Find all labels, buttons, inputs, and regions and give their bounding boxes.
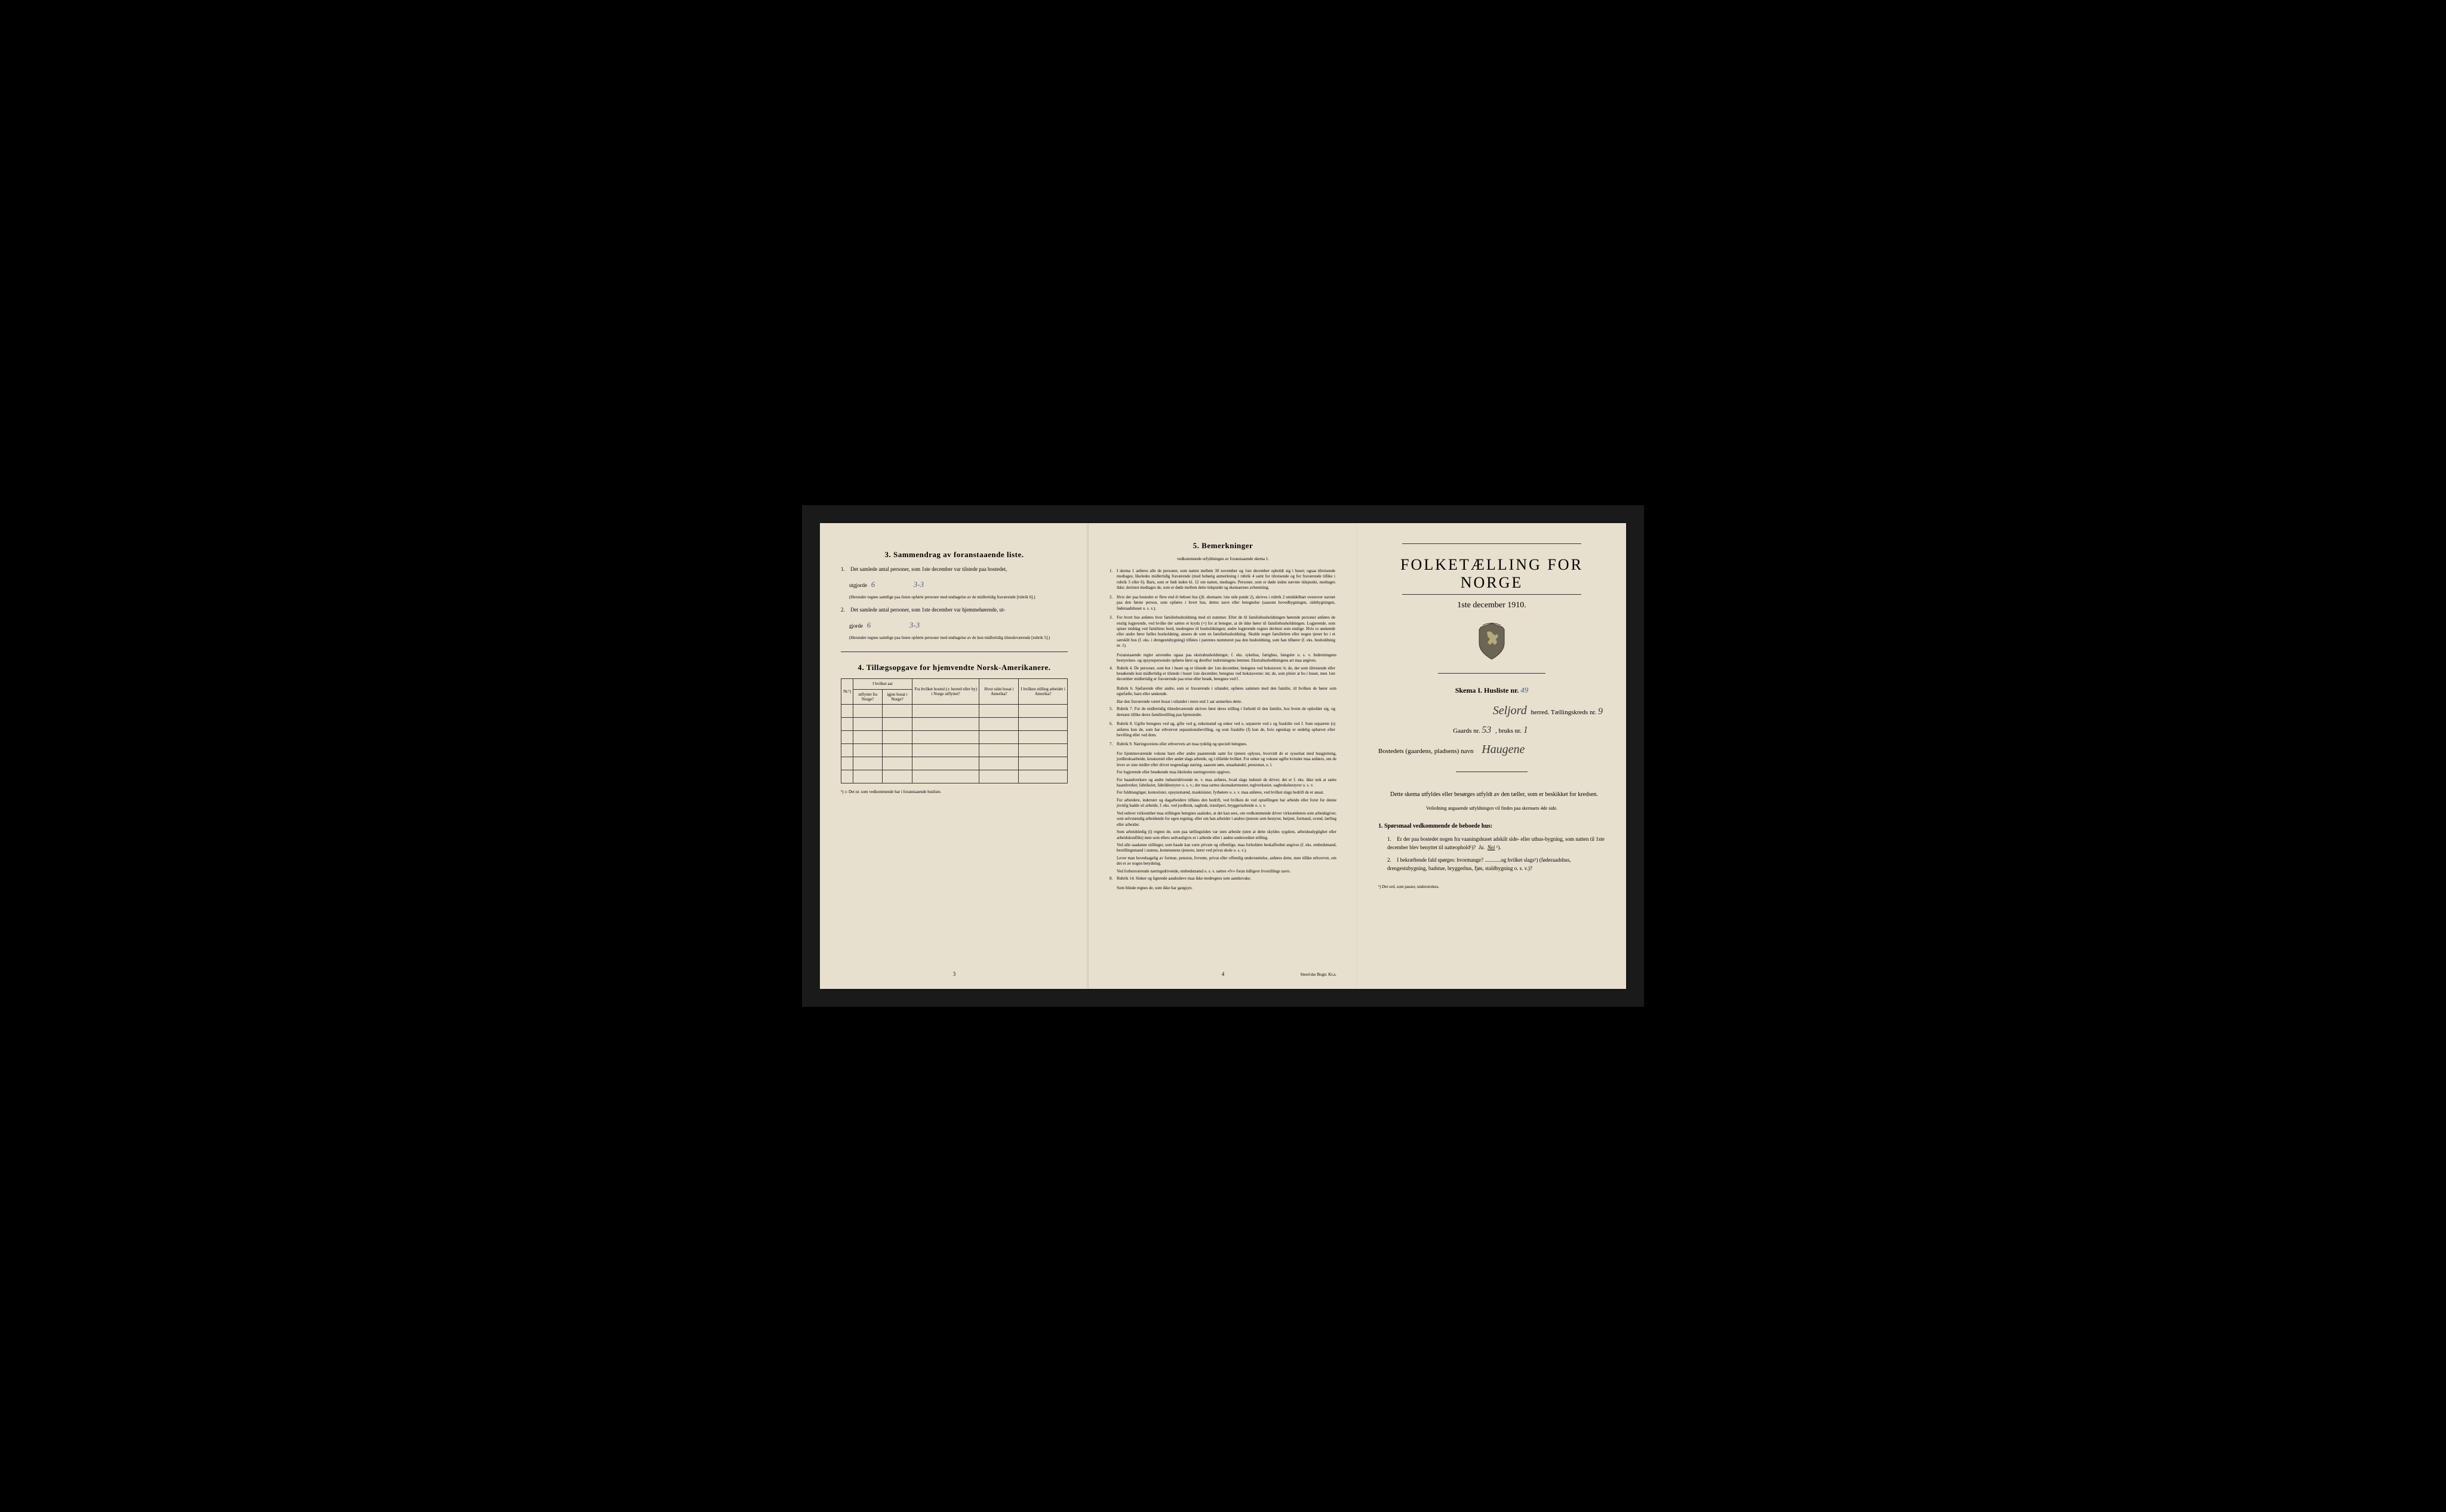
remark-sub: Ved forhenværende næringsdrivende, embed… (1117, 869, 1336, 874)
page-4: 5. Bemerkninger vedkommende utfyldningen… (1089, 523, 1357, 989)
item-1: 1. Det samlede antal personer, som 1ste … (841, 566, 1068, 574)
coat-of-arms-icon (1378, 622, 1605, 664)
th-igjen: igjen bosat i Norge? (883, 689, 912, 705)
remark-sub: Lever man hovedsagelig av formue, pensio… (1117, 856, 1336, 867)
instruction-text: Dette skema utfyldes eller besørges utfy… (1378, 790, 1605, 800)
question-2: 2. I bekræftende fald spørges: hvormange… (1387, 856, 1605, 872)
herred-name: Seljord (1493, 704, 1527, 717)
section-4-title: 4. Tillægsopgave for hjemvendte Norsk-Am… (841, 663, 1068, 672)
th-bosted: Fra hvilket bosted (ɔ: herred eller by) … (912, 679, 979, 705)
item-2: 2. Det samlede antal personer, som 1ste … (841, 606, 1068, 614)
section-3-title: 3. Sammendrag av foranstaaende liste. (841, 550, 1068, 560)
census-date: 1ste december 1910. (1378, 601, 1605, 610)
printer-mark: Steen'ske Bogtr. Kr.a. (1300, 972, 1336, 977)
bosted-line: Bostedets (gaardens, pladsens) navn Haug… (1378, 743, 1605, 757)
remark-sub: Foranstaaende regler anvendes ogsaa paa … (1117, 653, 1336, 664)
remark-sub: For fuldmægtiger, kontorister, opsynsmæn… (1117, 790, 1336, 795)
remark-item: 1.I skema 1 anføres alle de personer, so… (1110, 568, 1336, 591)
remark-sub: For haandverkere og andre industridriven… (1117, 777, 1336, 789)
section-5-subtitle: vedkommende utfyldningen av foranstaaend… (1110, 557, 1336, 561)
remark-sub: Har den fraværende været bosat i utlande… (1117, 699, 1336, 705)
remark-item: 3.For hvert hus anføres hver familiehush… (1110, 615, 1336, 649)
skema-line: Skema I. Husliste nr. 49 (1378, 686, 1605, 695)
footnote: ¹) Det ord, som passer, understrekes. (1378, 884, 1605, 889)
rule (1402, 594, 1581, 595)
table-row (841, 757, 1068, 770)
remark-item: 8.Rubrik 14. Sinker og lignende aandsslø… (1110, 876, 1336, 881)
amerikanere-table: Nr.¹) I hvilket aar Fra hvilket bosted (… (841, 678, 1068, 783)
item-2-note: (Herunder regnes samtlige paa listen opf… (849, 635, 1068, 641)
table-footnote: ¹) ɔ: Det nr. som vedkommende har i fora… (841, 789, 1068, 794)
th-aar: I hvilket aar (853, 679, 912, 689)
gaards-line: Gaards nr. 53 , bruks nr. 1 (1378, 725, 1605, 736)
remark-sub: For arbeidere, inderster og dagarbeidere… (1117, 798, 1336, 809)
remark-item: 6.Rubrik 8. Ugifte betegnes ved ug, gift… (1110, 721, 1336, 738)
page-number: 3 (953, 971, 956, 977)
table-row (841, 770, 1068, 783)
bruks-nr: 1 (1523, 725, 1528, 735)
value-tilstede-2: 3-3 (914, 580, 924, 589)
page-title: FOLKETÆLLING FOR NORGE 1ste december 191… (1357, 523, 1626, 989)
divider (841, 651, 1068, 652)
remark-sub: For logjerende eller besøkende maa likel… (1117, 770, 1336, 775)
item-1-line2: utgjorde 6 3-3 (849, 579, 1068, 591)
item-1-text: Det samlede antal personer, som 1ste dec… (850, 566, 1007, 572)
remark-sub: Rubrik 6. Sjøfarende eller andre, som er… (1117, 686, 1336, 697)
remark-sub: Som blinde regnes de, som ikke har gangs… (1117, 886, 1336, 891)
herred-line: Seljord herred. Tællingskreds nr. 9 (1378, 704, 1605, 718)
table-row (841, 731, 1068, 744)
th-utflyttet: utflyttet fra Norge? (853, 689, 883, 705)
item-2-text: Det samlede antal personer, som 1ste dec… (850, 607, 1005, 613)
kreds-nr: 9 (1598, 706, 1603, 717)
remark-sub: Ved enhver virksomhet maa stillingen bet… (1117, 811, 1336, 828)
table-row (841, 718, 1068, 731)
table-row (841, 744, 1068, 757)
husliste-nr: 49 (1520, 686, 1528, 694)
bosted-name: Haugene (1482, 743, 1525, 756)
item-1-note: (Herunder regnes samtlige paa listen opf… (849, 595, 1068, 600)
th-nr: Nr.¹) (841, 679, 853, 705)
instruction-sub: Veiledning angaaende utfyldningen vil fi… (1378, 806, 1605, 811)
document-spread: 3. Sammendrag av foranstaaende liste. 1.… (802, 505, 1644, 1007)
item-num: 1. (841, 566, 849, 574)
remark-sub: Som arbeidsledig (l) regnes de, som paa … (1117, 829, 1336, 841)
item-num: 2. (841, 606, 849, 614)
remarks-list: 1.I skema 1 anføres alle de personer, so… (1110, 568, 1336, 891)
table-row (841, 705, 1068, 718)
page-3: 3. Sammendrag av foranstaaende liste. 1.… (820, 523, 1089, 989)
value-tilstede-1: 6 (871, 580, 875, 589)
item-2-line2: gjorde 6 3-3 (849, 619, 1068, 631)
remark-item: 5.Rubrik 7. For de midlertidig tilstedev… (1110, 706, 1336, 718)
main-title: FOLKETÆLLING FOR NORGE (1378, 556, 1605, 592)
th-stilling: I hvilken stilling arbeidet i Amerika? (1019, 679, 1068, 705)
rule (1402, 543, 1581, 544)
gaards-nr: 53 (1482, 725, 1491, 735)
section-5-title: 5. Bemerkninger (1110, 541, 1336, 551)
answer-nei: Nei (1488, 844, 1495, 850)
th-amerika: Hvor sidst bosat i Amerika? (979, 679, 1019, 705)
remark-sub: For hjemmeværende voksne barn eller andr… (1117, 751, 1336, 768)
page-number: 4 (1222, 971, 1225, 977)
value-hjemme-2: 3-3 (909, 620, 920, 629)
remark-sub: Ved alle saadanne stillinger, som baade … (1117, 843, 1336, 854)
rule (1438, 673, 1545, 674)
remark-item: 4.Rubrik 4. De personer, som bor i huset… (1110, 666, 1336, 683)
remark-item: 7.Rubrik 9. Næringsveiens eller erhverve… (1110, 742, 1336, 747)
value-hjemme-1: 6 (867, 620, 871, 629)
question-heading: 1. Spørsmaal vedkommende de beboede hus: (1378, 823, 1605, 829)
question-1: 1. Er der paa bostedet nogen fra vaaning… (1387, 835, 1605, 852)
remark-item: 2.Hvis der paa bostedet er flere end ét … (1110, 595, 1336, 611)
